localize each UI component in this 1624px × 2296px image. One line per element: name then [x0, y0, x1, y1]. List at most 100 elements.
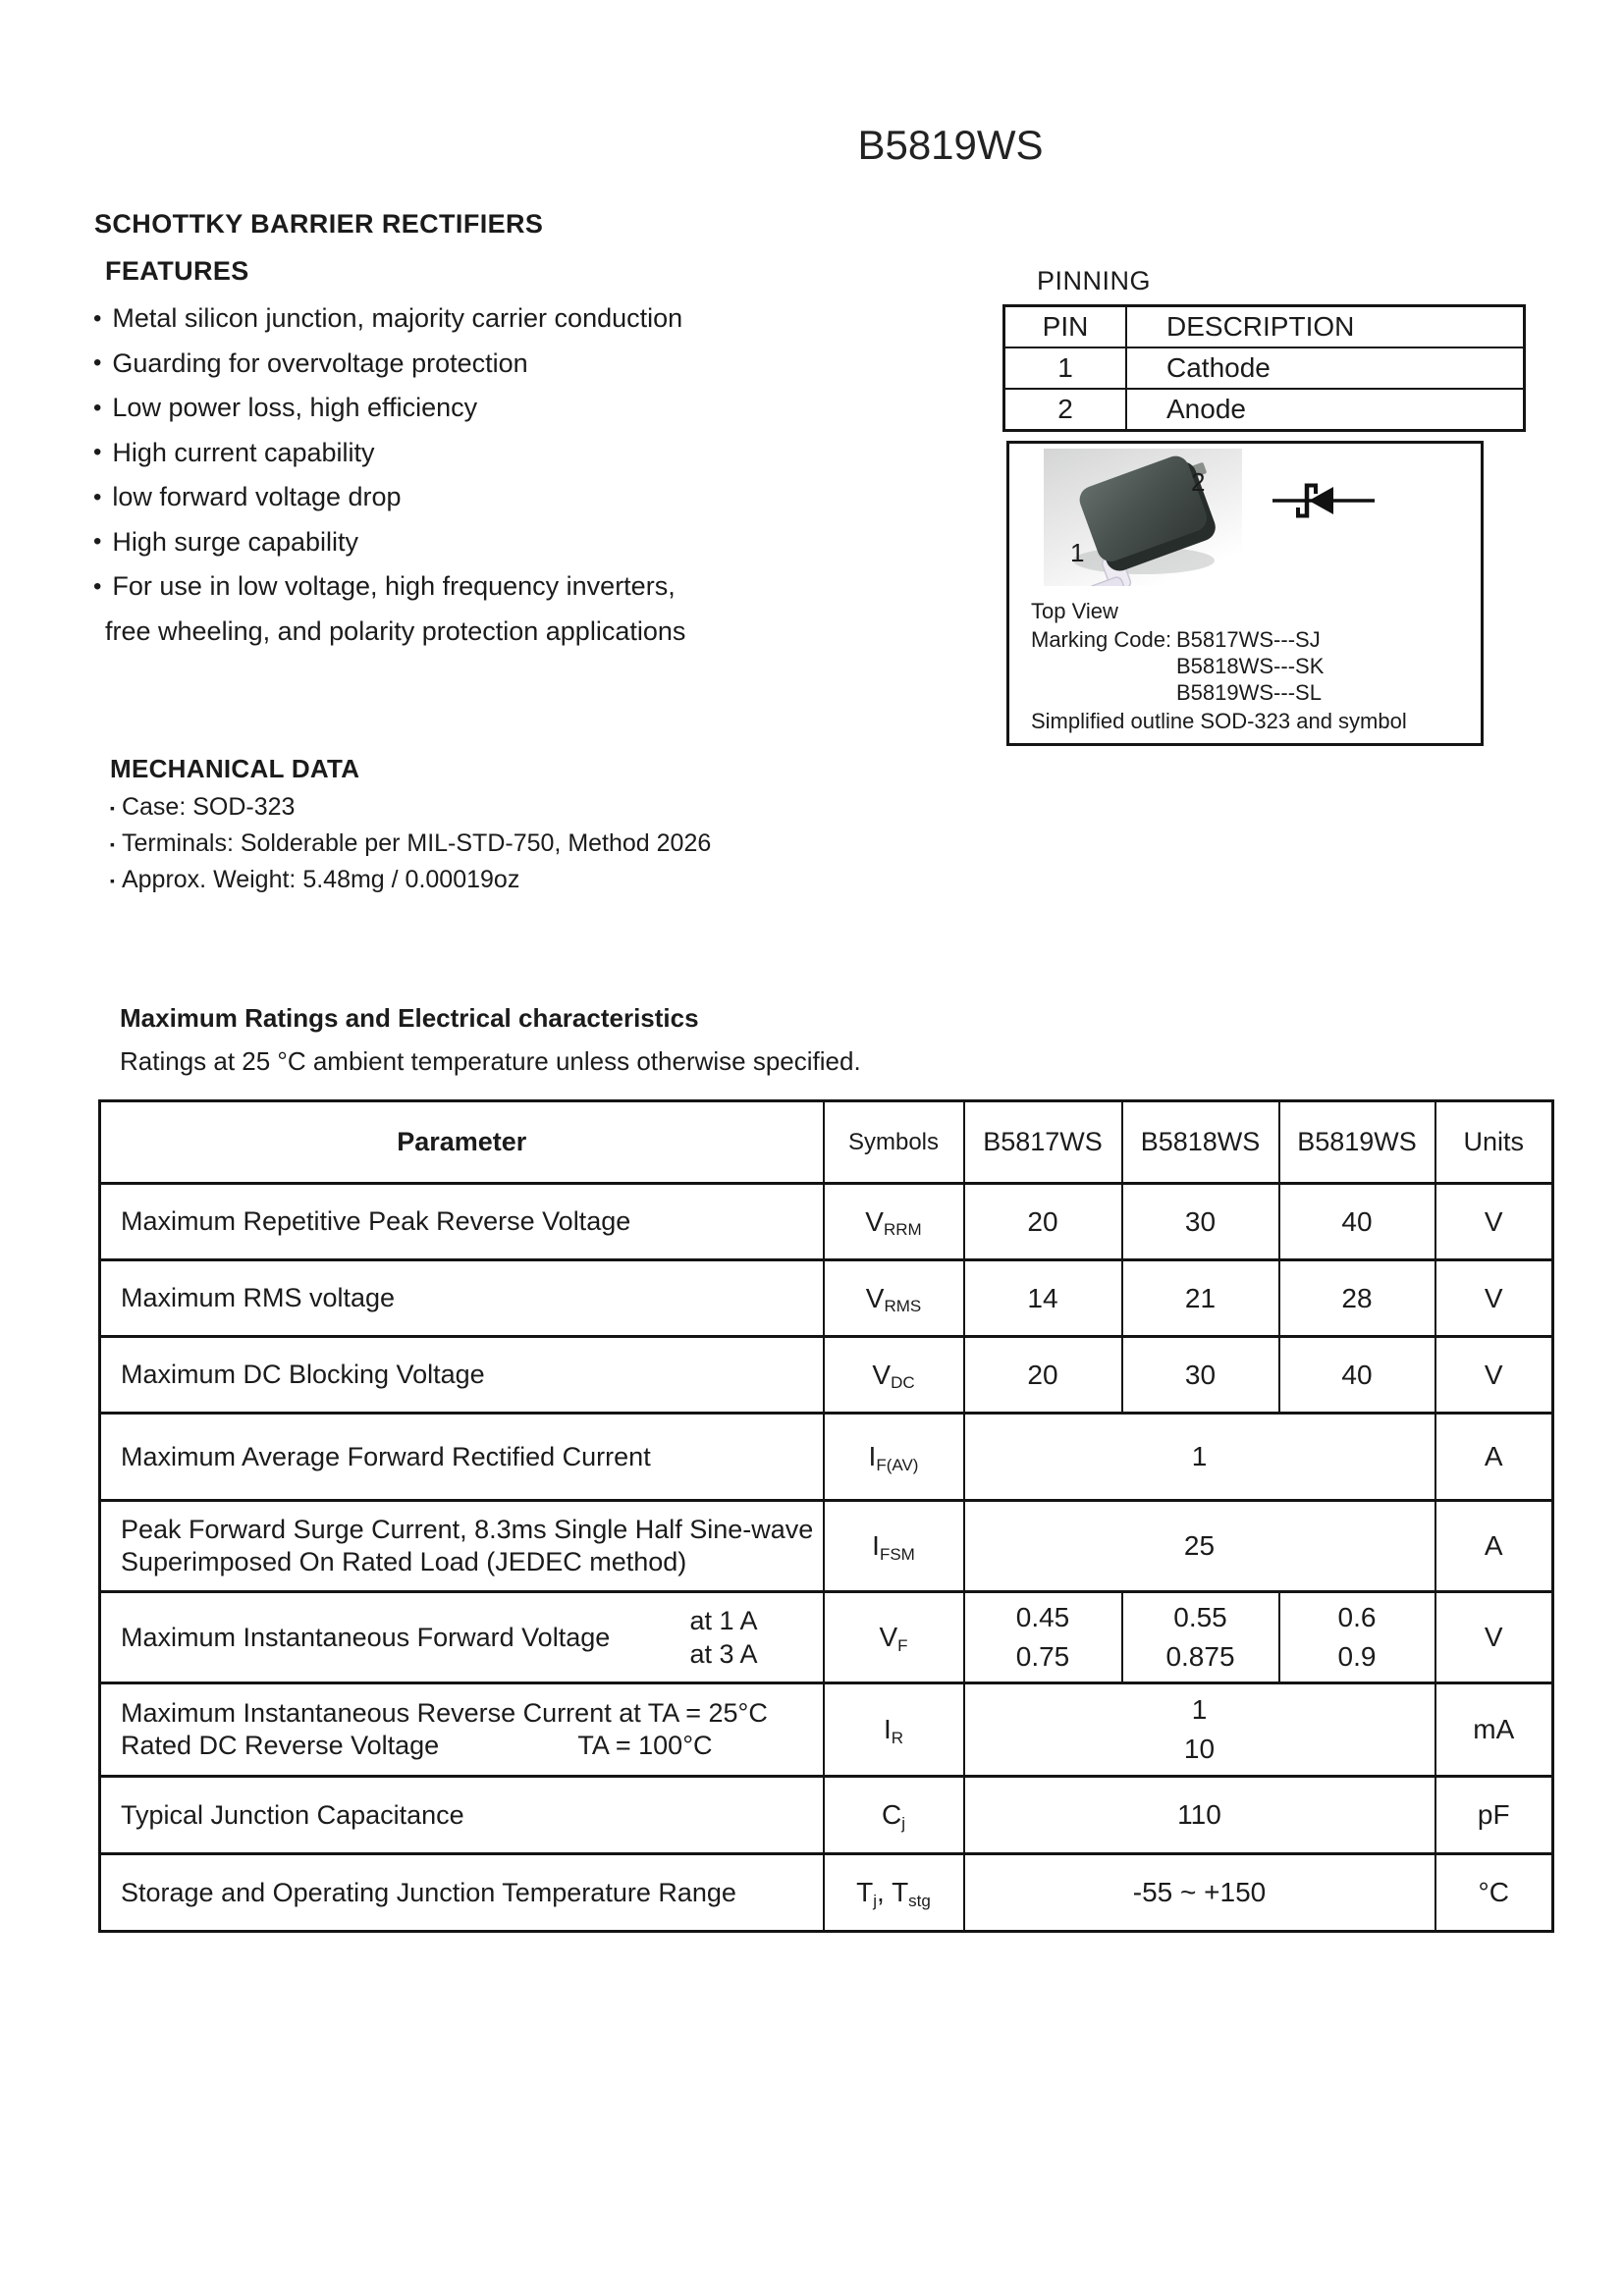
table-row: Maximum DC Blocking Voltage VDC 20 30 40… — [98, 1335, 1554, 1415]
pinning-table: PIN DESCRIPTION 1 Cathode 2 Anode — [1002, 304, 1526, 432]
section-heading-schottky: SCHOTTKY BARRIER RECTIFIERS — [94, 209, 544, 239]
value-cell: 28 — [1277, 1258, 1436, 1338]
col-header-b5818ws: B5818WS — [1120, 1099, 1280, 1185]
mechanical-text: Case: SOD-323 — [121, 793, 296, 821]
value-cell: 0.45 0.75 — [962, 1590, 1123, 1684]
marking-code-value: B5817WS---SJ — [1176, 627, 1321, 652]
schottky-diode-symbol-icon — [1272, 483, 1375, 518]
bullet-icon: • — [93, 483, 102, 510]
feature-item: • High surge capability — [93, 520, 918, 565]
package-pin1-label: 1 — [1070, 538, 1085, 567]
parameter-line2: Superimposed On Rated Load (JEDEC method… — [121, 1547, 687, 1576]
symbol-main: I — [883, 1714, 892, 1744]
symbol-main: V — [872, 1359, 892, 1390]
value-cell: 20 — [962, 1335, 1123, 1415]
unit-cell: V — [1434, 1335, 1554, 1415]
symbol-cell: Tj, Tstg — [822, 1852, 965, 1933]
feature-item-continuation: free wheeling, and polarity protection a… — [93, 610, 918, 655]
symbol-cell: Cj — [822, 1775, 965, 1855]
symbol-cell: IR — [822, 1682, 965, 1778]
symbol-sub: FSM — [879, 1544, 915, 1564]
bullet-icon: • — [93, 394, 102, 421]
value-cell-merged: -55 ~ +150 — [962, 1852, 1436, 1933]
feature-item: • Metal silicon junction, majority carri… — [93, 296, 918, 342]
mechanical-item: ▪ Terminals: Solderable per MIL-STD-750,… — [110, 826, 711, 862]
table-row: Typical Junction Capacitance Cj 110 pF — [98, 1775, 1554, 1855]
symbol-sub: j — [901, 1813, 905, 1833]
symbol-sub: RMS — [884, 1297, 922, 1316]
parameter-line1: Maximum Instantaneous Reverse Current at… — [121, 1698, 768, 1728]
col-header-units: Units — [1434, 1099, 1554, 1185]
section-heading-features: FEATURES — [105, 256, 249, 286]
parameter-cell: Maximum RMS voltage — [98, 1258, 825, 1338]
feature-text: free wheeling, and polarity protection a… — [105, 615, 686, 646]
symbol-sub: DC — [891, 1373, 915, 1393]
parameter-cell: Maximum Repetitive Peak Reverse Voltage — [98, 1182, 825, 1261]
parameter-cell: Typical Junction Capacitance — [98, 1775, 825, 1855]
bullet-icon: • — [93, 572, 102, 600]
value-cell: 14 — [962, 1258, 1123, 1338]
parameter-cell: Peak Forward Surge Current, 8.3ms Single… — [98, 1499, 825, 1593]
package-outline-panel: 2 1 Top View Marking Code: B5817WS---SJ … — [1006, 441, 1484, 746]
bullet-icon: • — [93, 528, 102, 556]
value-cell: 30 — [1120, 1335, 1280, 1415]
table-row: Storage and Operating Junction Temperatu… — [98, 1852, 1554, 1933]
unit-cell: V — [1434, 1258, 1554, 1338]
value-cell-merged: 110 — [962, 1775, 1436, 1855]
feature-text: Metal silicon junction, majority carrier… — [112, 303, 683, 334]
value-cell: 0.55 0.875 — [1120, 1590, 1280, 1684]
symbol-main: , T — [877, 1877, 909, 1907]
unit-cell: V — [1434, 1590, 1554, 1684]
value-cell: 21 — [1120, 1258, 1280, 1338]
table-row: Maximum Repetitive Peak Reverse Voltage … — [98, 1182, 1554, 1261]
package-pin2-label: 2 — [1191, 467, 1206, 497]
feature-item: • For use in low voltage, high frequency… — [93, 564, 918, 610]
square-bullet-icon: ▪ — [110, 799, 115, 816]
feature-text: For use in low voltage, high frequency i… — [112, 571, 676, 602]
parameter-line1: Peak Forward Surge Current, 8.3ms Single… — [121, 1515, 814, 1544]
pin-number: 2 — [1002, 388, 1127, 432]
value-cell: 20 — [962, 1182, 1123, 1261]
mechanical-data-list: ▪ Case: SOD-323 ▪ Terminals: Solderable … — [110, 789, 711, 898]
value-cell-merged: 1 10 — [962, 1682, 1436, 1778]
top-view-label: Top View — [1031, 599, 1118, 623]
table-row: Peak Forward Surge Current, 8.3ms Single… — [98, 1499, 1554, 1593]
symbol-main: V — [865, 1205, 884, 1237]
bullet-icon: • — [93, 439, 102, 466]
symbol-sub: R — [891, 1728, 904, 1747]
unit-cell: V — [1434, 1182, 1554, 1261]
square-bullet-icon: ▪ — [110, 872, 115, 888]
parameter-text: Maximum Instantaneous Forward Voltage — [121, 1622, 611, 1652]
mechanical-item: ▪ Approx. Weight: 5.48mg / 0.00019oz — [110, 862, 711, 898]
package-photo — [1044, 449, 1242, 586]
marking-code-value: B5818WS---SK — [1176, 654, 1325, 678]
unit-cell: mA — [1434, 1682, 1554, 1778]
symbol-cell: VF — [822, 1590, 965, 1684]
section-heading-pinning: PINNING — [1037, 266, 1152, 295]
section-heading-mechanical-data: MECHANICAL DATA — [110, 754, 360, 783]
symbol-cell: VRMS — [822, 1258, 965, 1338]
feature-text: low forward voltage drop — [112, 482, 402, 512]
table-row: Maximum Average Forward Rectified Curren… — [98, 1412, 1554, 1502]
unit-cell: pF — [1434, 1775, 1554, 1855]
symbol-main: C — [881, 1799, 902, 1830]
features-list: • Metal silicon junction, majority carri… — [93, 296, 918, 654]
symbol-main: V — [879, 1622, 898, 1652]
feature-item: • Low power loss, high efficiency — [93, 386, 918, 431]
symbol-cell: IF(AV) — [822, 1412, 965, 1502]
ratings-table: Parameter Symbols B5817WS B5818WS B5819W… — [98, 1099, 1554, 1933]
unit-cell: A — [1434, 1499, 1554, 1593]
marking-code-label: Marking Code: — [1031, 627, 1172, 652]
pinning-col-description: DESCRIPTION — [1125, 304, 1526, 348]
feature-item: • Guarding for overvoltage protection — [93, 342, 918, 387]
symbol-main: V — [865, 1282, 885, 1313]
parameter-cell: Maximum Instantaneous Reverse Current at… — [98, 1682, 825, 1778]
value-cell-merged: 1 — [962, 1412, 1436, 1502]
bullet-icon: • — [93, 304, 102, 332]
symbol-sub: RRM — [883, 1220, 922, 1240]
square-bullet-icon: ▪ — [110, 835, 115, 852]
col-header-parameter: Parameter — [98, 1099, 825, 1185]
feature-text: High surge capability — [112, 526, 359, 557]
col-header-b5819ws: B5819WS — [1277, 1099, 1436, 1185]
symbol-sub: F — [897, 1635, 908, 1655]
